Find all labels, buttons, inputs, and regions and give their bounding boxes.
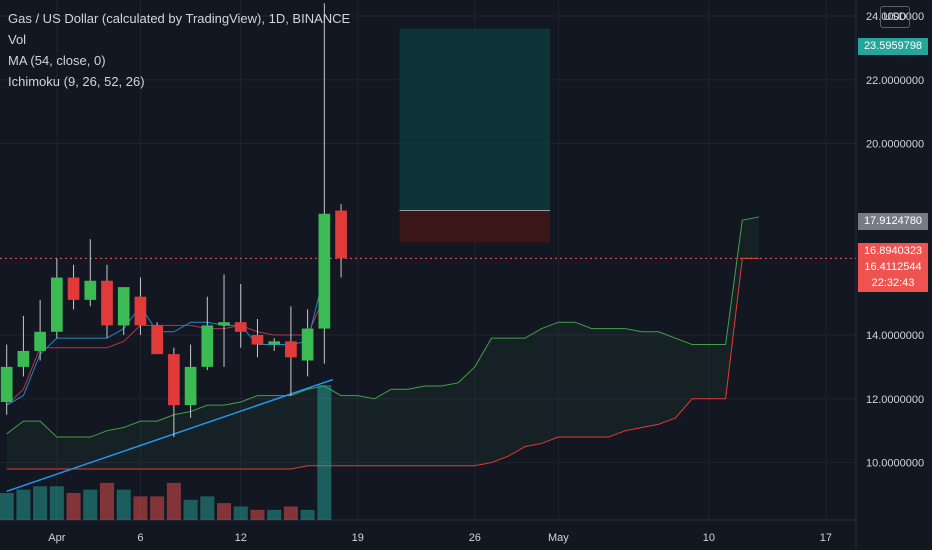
price-label-current: 16.4112544 [858, 259, 928, 276]
candle-body [184, 366, 197, 406]
volume-bar [116, 489, 131, 520]
candle-body [234, 322, 247, 332]
volume-bar [0, 493, 14, 520]
candle-body [134, 296, 147, 326]
chart-legend: Gas / US Dollar (calculated by TradingVi… [8, 8, 350, 92]
candle-body [101, 280, 113, 326]
price-label-last: 17.9124780 [858, 213, 928, 230]
time-tick-label: 17 [820, 532, 832, 544]
symbol-title[interactable]: Gas / US Dollar (calculated by TradingVi… [8, 11, 351, 26]
time-tick-label: Apr [48, 532, 65, 544]
currency-button[interactable]: USD [880, 6, 910, 28]
volume-bar [99, 482, 115, 520]
legend-volume[interactable]: Vol [8, 32, 27, 47]
position-stop-zone [399, 210, 551, 243]
ma-line [6, 378, 333, 492]
candle-body [0, 366, 13, 402]
candle-body [301, 328, 314, 361]
time-tick-label: 6 [137, 532, 143, 544]
candle-body [318, 213, 331, 329]
volume-bar [166, 482, 181, 520]
volume-bar [33, 486, 48, 520]
volume-bar [183, 499, 198, 520]
candle-body [67, 277, 80, 300]
bar-countdown: 22:32:43 [858, 275, 928, 292]
ichimoku-leading-b [6, 257, 760, 470]
candle-body [151, 325, 164, 355]
price-tick-label: 22.0000000 [866, 75, 924, 87]
candle-body [168, 354, 180, 406]
volume-bar [317, 385, 332, 520]
volume-bar [66, 493, 81, 520]
volume-bar [217, 503, 232, 520]
price-tick-label: 14.0000000 [866, 330, 924, 342]
candle-body [218, 322, 230, 326]
volume-bar [233, 506, 248, 520]
price-tick-label: 10.0000000 [866, 458, 924, 470]
time-tick-label: 19 [352, 532, 364, 544]
volume-bar [200, 496, 215, 520]
legend-ichimoku[interactable]: Ichimoku (9, 26, 52, 26) [8, 74, 145, 89]
candle-body [285, 341, 297, 358]
candle-body [201, 325, 214, 367]
legend-ma[interactable]: MA (54, close, 0) [8, 53, 106, 68]
position-target-zone [399, 28, 551, 211]
candle-body [335, 210, 347, 259]
price-tick-label: 20.0000000 [866, 139, 924, 151]
volume-bar [49, 486, 64, 520]
price-tick-label: 12.0000000 [866, 394, 924, 406]
price-label-target: 23.5959798 [858, 38, 928, 55]
volume-bar [16, 489, 31, 520]
ichimoku-leading-a [6, 216, 760, 438]
candle-body [50, 277, 63, 332]
volume-bar [150, 496, 165, 520]
volume-bar [83, 489, 98, 520]
volume-bar [283, 506, 298, 520]
ichimoku-kijun-line [6, 296, 325, 406]
candle-body [84, 280, 97, 300]
candle-body [117, 287, 130, 326]
volume-bar [250, 509, 265, 520]
time-tick-label: 10 [703, 532, 715, 544]
candle-body [17, 350, 30, 367]
price-label-stop: 16.8940323 [858, 243, 928, 260]
time-tick-label: May [548, 532, 569, 544]
candle-body [251, 334, 264, 345]
volume-bar [267, 509, 282, 520]
time-tick-label: 12 [235, 532, 247, 544]
ichimoku-cloud [6, 216, 760, 469]
candle-body [34, 331, 46, 351]
volume-bar [133, 496, 148, 520]
time-tick-label: 26 [469, 532, 481, 544]
volume-bar [300, 509, 315, 520]
candle-body [268, 341, 281, 345]
